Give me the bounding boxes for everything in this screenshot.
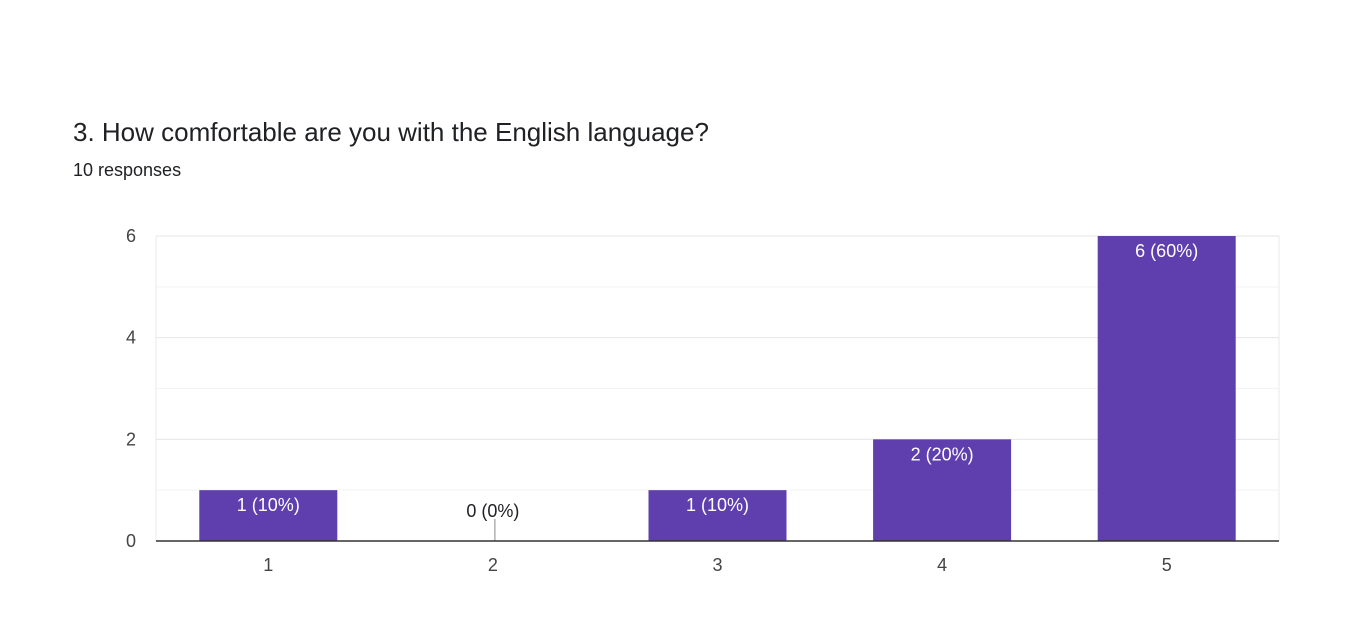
bar[interactable]: [199, 490, 338, 541]
response-count: 10 responses: [73, 160, 182, 180]
x-tick-label: 2: [488, 555, 498, 575]
bar-data-label: 0 (0%): [466, 501, 519, 521]
bar[interactable]: [1097, 236, 1236, 541]
bar-data-label: 6 (60%): [1135, 241, 1198, 261]
y-tick-label: 6: [126, 226, 136, 246]
question-title: 3. How comfortable are you with the Engl…: [73, 117, 709, 147]
x-tick-label: 1: [263, 555, 273, 575]
bar[interactable]: [873, 439, 1012, 541]
x-tick-label: 3: [712, 555, 722, 575]
x-tick-label: 5: [1162, 555, 1172, 575]
bar-data-label: 1 (10%): [237, 495, 300, 515]
y-tick-label: 4: [126, 328, 136, 348]
bar-data-label: 2 (20%): [911, 444, 974, 464]
y-tick-label: 2: [126, 429, 136, 449]
y-tick-label: 0: [126, 531, 136, 551]
bar-data-label: 1 (10%): [686, 495, 749, 515]
x-tick-label: 4: [937, 555, 947, 575]
bar[interactable]: [648, 490, 787, 541]
